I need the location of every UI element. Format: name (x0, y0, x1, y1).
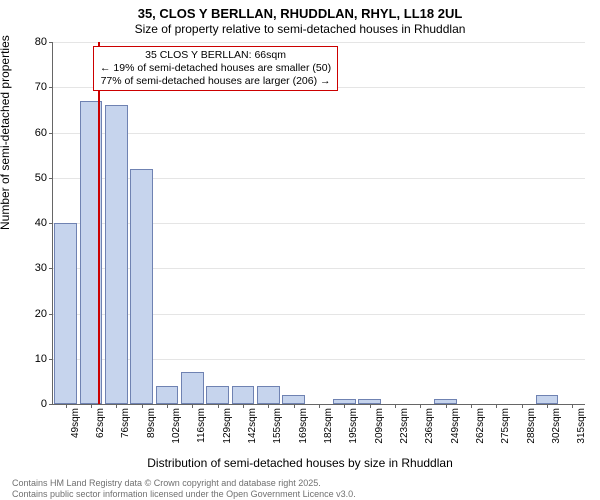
xtick-mark (116, 404, 117, 408)
bar (536, 395, 559, 404)
xtick-mark (547, 404, 548, 408)
xtick-mark (268, 404, 269, 408)
ytick-mark (49, 314, 53, 315)
xtick-label: 62sqm (95, 408, 106, 438)
gridline (53, 42, 585, 43)
bar (156, 386, 179, 404)
xtick-mark (294, 404, 295, 408)
ytick-mark (49, 178, 53, 179)
ytick-mark (49, 359, 53, 360)
xtick-label: 89sqm (146, 408, 157, 438)
xtick-label: 302sqm (551, 408, 562, 444)
ytick-label: 10 (35, 353, 47, 365)
xtick-mark (446, 404, 447, 408)
ytick-label: 30 (35, 262, 47, 274)
ytick-label: 20 (35, 308, 47, 320)
annotation-line-2: ← 19% of semi-detached houses are smalle… (100, 62, 331, 75)
xtick-label: 129sqm (222, 408, 233, 444)
xtick-label: 288sqm (526, 408, 537, 444)
xtick-mark (522, 404, 523, 408)
chart-container: 35, CLOS Y BERLLAN, RHUDDLAN, RHYL, LL18… (0, 0, 600, 500)
footer-attribution: Contains HM Land Registry data © Crown c… (12, 478, 356, 500)
footer-line-1: Contains HM Land Registry data © Crown c… (12, 478, 356, 489)
xtick-mark (370, 404, 371, 408)
xtick-mark (420, 404, 421, 408)
xtick-mark (192, 404, 193, 408)
bar (282, 395, 305, 404)
marker-line (98, 42, 100, 404)
xtick-mark (142, 404, 143, 408)
xtick-mark (572, 404, 573, 408)
ytick-mark (49, 87, 53, 88)
ytick-mark (49, 223, 53, 224)
xtick-label: 195sqm (348, 408, 359, 444)
chart-subtitle: Size of property relative to semi-detach… (0, 22, 600, 36)
ytick-mark (49, 42, 53, 43)
xtick-mark (471, 404, 472, 408)
xtick-mark (319, 404, 320, 408)
xtick-mark (395, 404, 396, 408)
xtick-label: 236sqm (424, 408, 435, 444)
y-axis-label: Number of semi-detached properties (0, 35, 12, 230)
xtick-mark (167, 404, 168, 408)
plot-area: 0102030405060708049sqm62sqm76sqm89sqm102… (52, 42, 585, 405)
ytick-label: 40 (35, 217, 47, 229)
ytick-mark (49, 133, 53, 134)
ytick-mark (49, 268, 53, 269)
xtick-label: 76sqm (120, 408, 131, 438)
xtick-label: 155sqm (272, 408, 283, 444)
annotation-line-1: 35 CLOS Y BERLLAN: 66sqm (100, 49, 331, 62)
ytick-label: 60 (35, 127, 47, 139)
ytick-mark (49, 404, 53, 405)
footer-line-2: Contains public sector information licen… (12, 489, 356, 500)
bar (105, 105, 128, 404)
bar (54, 223, 77, 404)
xtick-mark (91, 404, 92, 408)
ytick-label: 50 (35, 172, 47, 184)
bar (206, 386, 229, 404)
x-axis-label: Distribution of semi-detached houses by … (0, 456, 600, 470)
xtick-mark (344, 404, 345, 408)
xtick-label: 116sqm (196, 408, 207, 443)
xtick-label: 169sqm (298, 408, 309, 444)
ytick-label: 80 (35, 36, 47, 48)
chart-title: 35, CLOS Y BERLLAN, RHUDDLAN, RHYL, LL18… (0, 6, 600, 21)
xtick-label: 223sqm (399, 408, 410, 444)
xtick-mark (66, 404, 67, 408)
annotation-line-3: 77% of semi-detached houses are larger (… (100, 75, 331, 88)
ytick-label: 0 (41, 398, 47, 410)
xtick-label: 275sqm (500, 408, 511, 444)
xtick-label: 182sqm (323, 408, 334, 444)
xtick-label: 262sqm (475, 408, 486, 444)
xtick-mark (218, 404, 219, 408)
xtick-label: 102sqm (171, 408, 182, 444)
gridline (53, 133, 585, 134)
bar (130, 169, 153, 404)
ytick-label: 70 (35, 81, 47, 93)
bar (232, 386, 255, 404)
xtick-label: 209sqm (374, 408, 385, 444)
xtick-mark (496, 404, 497, 408)
xtick-label: 142sqm (247, 408, 258, 444)
xtick-label: 315sqm (576, 408, 587, 444)
xtick-mark (243, 404, 244, 408)
annotation-box: 35 CLOS Y BERLLAN: 66sqm← 19% of semi-de… (93, 46, 338, 91)
bar (257, 386, 280, 404)
bar (181, 372, 204, 404)
xtick-label: 249sqm (450, 408, 461, 444)
xtick-label: 49sqm (70, 408, 81, 438)
